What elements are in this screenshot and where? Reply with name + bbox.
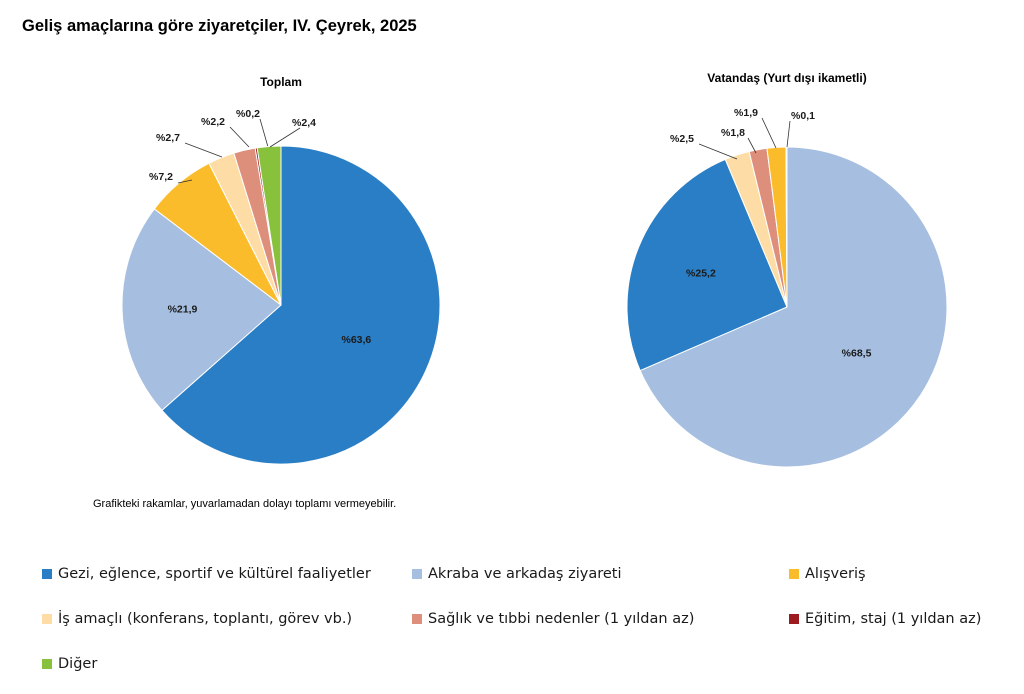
pie-leader-line bbox=[184, 142, 223, 158]
pie-data-label: %25,2 bbox=[686, 267, 716, 279]
pie-slice bbox=[256, 145, 282, 306]
pie-data-label: %1,9 bbox=[734, 107, 758, 119]
pie-data-label: %0,1 bbox=[791, 110, 815, 122]
pie-data-label: %68,5 bbox=[842, 348, 872, 360]
pie-leader-line bbox=[786, 120, 791, 148]
pie-title: Vatandaş (Yurt dışı ikametli) bbox=[707, 71, 866, 85]
pie-data-label: %2,4 bbox=[292, 117, 316, 129]
pie-slice bbox=[161, 145, 441, 465]
pie-leader-line bbox=[761, 117, 777, 149]
pie-chart-2: Vatandaş (Yurt dışı ikametli) %68,5 %25,2%… bbox=[626, 71, 948, 468]
pie-leader-line bbox=[229, 126, 250, 148]
pie-leader-line bbox=[177, 179, 193, 184]
pie-data-label: %0,2 bbox=[236, 108, 260, 120]
pie-data-label: %7,2 bbox=[149, 171, 173, 183]
pie-data-label: %2,7 bbox=[156, 132, 180, 144]
pie-leader-line bbox=[269, 127, 301, 148]
pie-data-label: %2,2 bbox=[201, 116, 225, 128]
pie-slice bbox=[639, 146, 948, 468]
pie-leader-line bbox=[259, 118, 269, 148]
pie-data-label: %21,9 bbox=[168, 304, 198, 316]
pie-slice bbox=[121, 208, 282, 412]
footnote: Grafikteki rakamlar, yuvarlamadan dolayı… bbox=[93, 498, 397, 510]
pie-chart-1: Toplam %63,6 %21,9 %7,2 %2,7 %2,2 %0,2 %2,4 bbox=[121, 75, 441, 465]
pie-data-label: %2,5 bbox=[670, 133, 694, 145]
pie-leader-line bbox=[747, 137, 757, 154]
pie-data-label: %1,8 bbox=[721, 127, 745, 139]
chart-title: Geliş amaçlarına göre ziyaretçiler, IV. … bbox=[22, 17, 417, 35]
pie-leader-line bbox=[698, 143, 738, 160]
pie-title: Toplam bbox=[260, 75, 302, 89]
pie-data-label: %63,6 bbox=[341, 334, 371, 346]
pie-slice bbox=[785, 146, 788, 308]
